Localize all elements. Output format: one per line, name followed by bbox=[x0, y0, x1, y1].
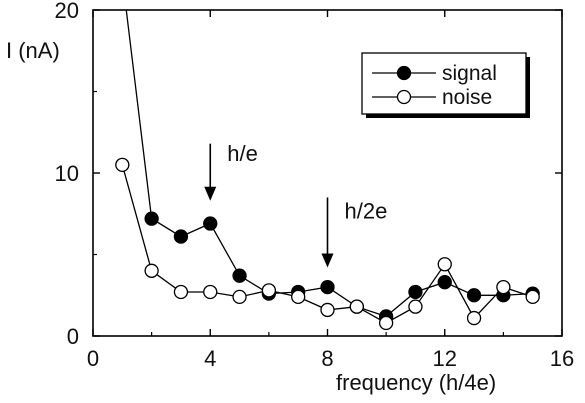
axis-ticks bbox=[92, 9, 563, 337]
data-point-noise bbox=[320, 302, 335, 318]
tick-labels: 0 4 8 12 16 0 10 20 bbox=[55, 0, 575, 371]
data-point-signal bbox=[466, 288, 482, 303]
data-point-noise bbox=[525, 289, 540, 305]
data-point-noise bbox=[232, 289, 247, 305]
data-point-noise bbox=[203, 284, 218, 300]
data-point-noise bbox=[496, 279, 511, 295]
y-axis-label: I (nA) bbox=[6, 38, 60, 63]
data-point-signal bbox=[203, 216, 218, 231]
legend-box bbox=[361, 52, 527, 115]
data-point-signal bbox=[144, 211, 159, 226]
arrow-head bbox=[321, 253, 334, 268]
data-point-noise bbox=[291, 289, 306, 305]
data-point-noise bbox=[378, 315, 394, 331]
legend-label-signal: signal bbox=[442, 62, 497, 85]
annotation-arrow bbox=[321, 197, 334, 268]
series-signal bbox=[125, 10, 540, 324]
y-tick-label: 10 bbox=[55, 161, 79, 186]
data-point-signal bbox=[173, 229, 189, 244]
data-point-signal bbox=[437, 275, 452, 290]
legend-marker-noise bbox=[396, 89, 412, 105]
annotations: h/e h/2e bbox=[204, 141, 387, 268]
y-tick-label: 0 bbox=[67, 324, 79, 349]
series-line-signal bbox=[125, 10, 533, 318]
legend-label-noise: noise bbox=[442, 86, 492, 109]
data-point-signal bbox=[320, 279, 335, 295]
series-group bbox=[115, 10, 540, 331]
data-point-noise bbox=[349, 299, 364, 314]
y-tick-label: 20 bbox=[55, 0, 79, 23]
legend-marker-signal bbox=[396, 65, 412, 81]
x-axis-label: frequency (h/4e) bbox=[336, 370, 496, 395]
x-tick-label: 8 bbox=[321, 346, 333, 371]
annotation-label: h/e bbox=[227, 141, 258, 166]
annotation-label: h/2e bbox=[345, 198, 388, 223]
x-tick-label: 4 bbox=[204, 346, 216, 371]
x-tick-label: 16 bbox=[550, 346, 574, 371]
data-point-noise bbox=[437, 257, 452, 272]
data-point-noise bbox=[115, 157, 130, 173]
data-point-noise bbox=[466, 310, 482, 326]
data-point-noise bbox=[144, 263, 159, 278]
series-noise bbox=[115, 157, 540, 331]
data-point-noise bbox=[173, 284, 189, 300]
data-point-signal bbox=[232, 268, 247, 283]
data-point-noise bbox=[408, 299, 423, 314]
x-tick-label: 0 bbox=[87, 346, 99, 371]
data-point-noise bbox=[261, 283, 277, 298]
x-tick-label: 12 bbox=[433, 346, 457, 371]
arrow-head bbox=[204, 186, 217, 201]
annotation-arrow bbox=[204, 143, 217, 201]
data-point-signal bbox=[408, 284, 423, 300]
